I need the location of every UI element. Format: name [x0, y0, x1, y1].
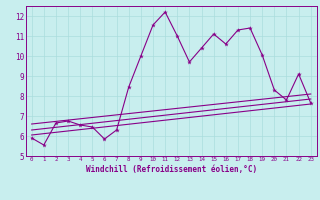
X-axis label: Windchill (Refroidissement éolien,°C): Windchill (Refroidissement éolien,°C)	[86, 165, 257, 174]
